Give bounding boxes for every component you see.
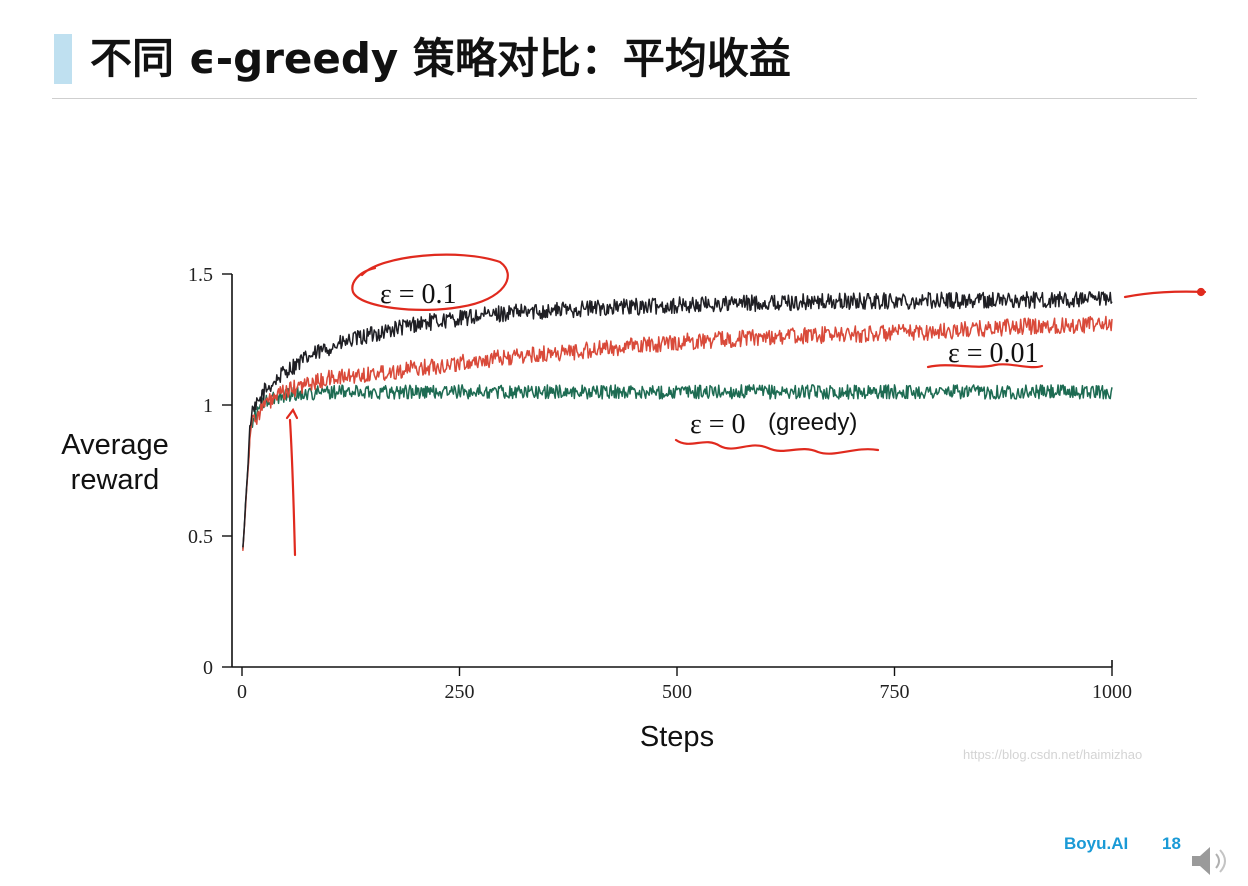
pointer-line-right bbox=[1123, 290, 1207, 299]
page-number: 18 bbox=[1162, 834, 1181, 853]
watermark: https://blog.csdn.net/haimizhao bbox=[963, 747, 1142, 762]
vertical-mark-early bbox=[288, 418, 297, 557]
circle-around-eps-0-1 bbox=[351, 253, 509, 311]
series-line-1 bbox=[242, 315, 1113, 551]
y-axis-title-line2: reward bbox=[71, 464, 160, 496]
label-greedy: (greedy) bbox=[768, 409, 857, 436]
brand-logo-text: Boyu.AI bbox=[1064, 834, 1129, 853]
y-axis-title-line1: Average bbox=[61, 429, 169, 461]
x-tick-label: 0 bbox=[237, 681, 247, 703]
series-layer bbox=[242, 291, 1113, 551]
x-tick-label: 750 bbox=[880, 681, 910, 703]
y-tick-label: 1.5 bbox=[188, 264, 213, 286]
x-tick-label: 500 bbox=[662, 681, 692, 703]
x-tick-label: 1000 bbox=[1092, 681, 1132, 703]
slide-title: 不同 ϵ-greedy 策略对比：平均收益 bbox=[90, 34, 791, 83]
label-eps-0: ε = 0 bbox=[690, 409, 746, 440]
series-line-2 bbox=[242, 384, 1113, 550]
label-eps-0-1: ε = 0.1 bbox=[380, 279, 457, 310]
small-arrow-head bbox=[285, 407, 299, 420]
series-line-0 bbox=[242, 291, 1113, 548]
x-axis-title: Steps bbox=[640, 721, 714, 753]
title-accent-bar bbox=[54, 34, 72, 84]
handwritten-annotations bbox=[285, 253, 1207, 557]
speaker-icon[interactable] bbox=[1188, 842, 1236, 880]
x-ticks: 0 250 500 750 1000 bbox=[237, 667, 1132, 703]
label-eps-0-01: ε = 0.01 bbox=[948, 338, 1039, 369]
pointer-dot bbox=[1196, 287, 1206, 297]
y-tick-label: 0 bbox=[203, 657, 213, 679]
y-ticks: 0 0.5 1 1.5 bbox=[188, 264, 232, 679]
squiggle-under-greedy bbox=[674, 438, 880, 455]
y-tick-label: 0.5 bbox=[188, 526, 213, 548]
x-tick-label: 250 bbox=[445, 681, 475, 703]
y-tick-label: 1 bbox=[203, 395, 213, 417]
title-divider bbox=[52, 98, 1197, 99]
underline-eps-0-01 bbox=[926, 363, 1044, 369]
